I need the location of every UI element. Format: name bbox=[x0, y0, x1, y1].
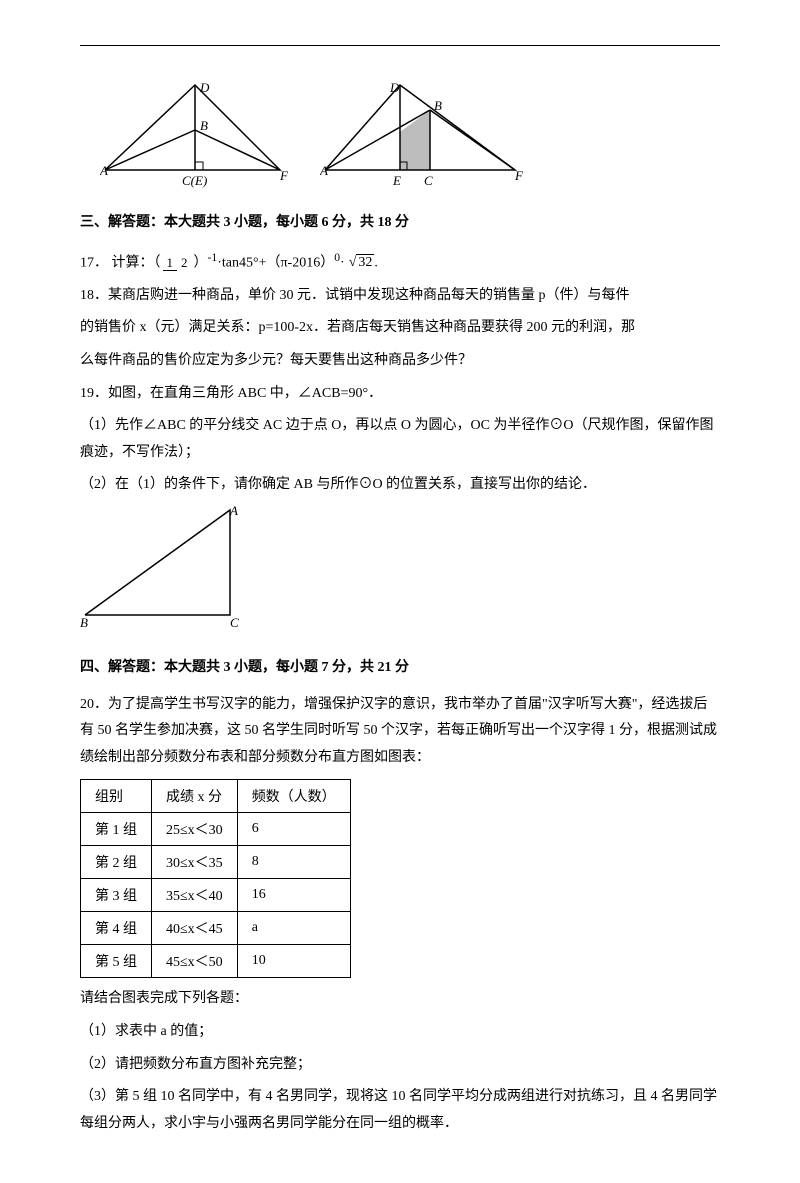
svg-text:C: C bbox=[230, 615, 239, 630]
question-19-line2: （1）先作∠ABC 的平分线交 AC 边于点 O，再以点 O 为圆心，OC 为半… bbox=[80, 413, 720, 466]
question-18-line2: 的销售价 x（元）满足关系：p=100-2x．若商店每天销售这种商品要获得 20… bbox=[80, 315, 720, 342]
svg-text:D: D bbox=[389, 80, 400, 95]
svg-text:F: F bbox=[514, 168, 524, 183]
svg-text:D: D bbox=[199, 80, 210, 95]
q20-part1: （1）求表中 a 的值； bbox=[80, 1019, 720, 1046]
table-header-row: 组别 成绩 x 分 频数（人数） bbox=[81, 780, 351, 813]
svg-text:A: A bbox=[320, 163, 328, 178]
th-group: 组别 bbox=[81, 780, 152, 813]
question-18-line3: 么每件商品的售价应定为多少元？每天要售出这种商品多少件？ bbox=[80, 348, 720, 375]
svg-text:A: A bbox=[229, 505, 238, 518]
q20-followup: 请结合图表完成下列各题： bbox=[80, 986, 720, 1013]
q17-lead: 17． 计算：（ bbox=[80, 255, 161, 270]
q17-fraction: 12 bbox=[163, 256, 192, 270]
question-17: 17． 计算：（12）-1·tan45°+（π-2016）0·32. bbox=[80, 247, 720, 277]
figure-triangle-abc: B C A bbox=[80, 505, 260, 630]
page-top-rule bbox=[80, 45, 720, 46]
svg-text:B: B bbox=[80, 615, 88, 630]
question-20-intro: 20．为了提高学生书写汉字的能力，增强保护汉字的意识，我市举办了首届"汉字听写大… bbox=[80, 692, 720, 772]
table-row: 第 1 组25≤x＜306 bbox=[81, 813, 351, 846]
q20-part3: （3）第 5 组 10 名同学中，有 4 名男同学，现将这 10 名同学平均分成… bbox=[80, 1084, 720, 1137]
q20-part2: （2）请把频数分布直方图补充完整； bbox=[80, 1052, 720, 1079]
svg-text:B: B bbox=[434, 98, 442, 113]
figures-q16: A C(E) B D F A E C B D F bbox=[100, 80, 720, 190]
section-3-heading: 三、解答题：本大题共 3 小题，每小题 6 分，共 18 分 bbox=[80, 210, 720, 237]
figure-triangle-2: A E C B D F bbox=[320, 80, 530, 190]
question-19-line1: 19．如图，在直角三角形 ABC 中，∠ACB=90°． bbox=[80, 381, 720, 408]
svg-text:C: C bbox=[424, 173, 433, 188]
question-18-line1: 18．某商店购进一种商品，单价 30 元．试销中发现这种商品每天的销售量 p（件… bbox=[80, 283, 720, 310]
table-row: 第 5 组45≤x＜5010 bbox=[81, 945, 351, 978]
svg-text:A: A bbox=[100, 163, 108, 178]
section-4-heading: 四、解答题：本大题共 3 小题，每小题 7 分，共 21 分 bbox=[80, 655, 720, 682]
table-row: 第 3 组35≤x＜4016 bbox=[81, 879, 351, 912]
th-freq: 频数（人数） bbox=[237, 780, 350, 813]
table-row: 第 4 组40≤x＜45a bbox=[81, 912, 351, 945]
th-score: 成绩 x 分 bbox=[152, 780, 238, 813]
question-19-line3: （2）在（1）的条件下，请你确定 AB 与所作⊙O 的位置关系，直接写出你的结论… bbox=[80, 472, 720, 499]
frequency-table: 组别 成绩 x 分 频数（人数） 第 1 组25≤x＜306 第 2 组30≤x… bbox=[80, 779, 351, 978]
figure-triangle-1: A C(E) B D F bbox=[100, 80, 290, 190]
svg-text:F: F bbox=[279, 168, 289, 183]
table-row: 第 2 组30≤x＜358 bbox=[81, 846, 351, 879]
svg-text:C(E): C(E) bbox=[182, 173, 207, 188]
svg-text:B: B bbox=[200, 118, 208, 133]
svg-text:E: E bbox=[392, 173, 401, 188]
sqrt-32: 32 bbox=[345, 250, 375, 277]
